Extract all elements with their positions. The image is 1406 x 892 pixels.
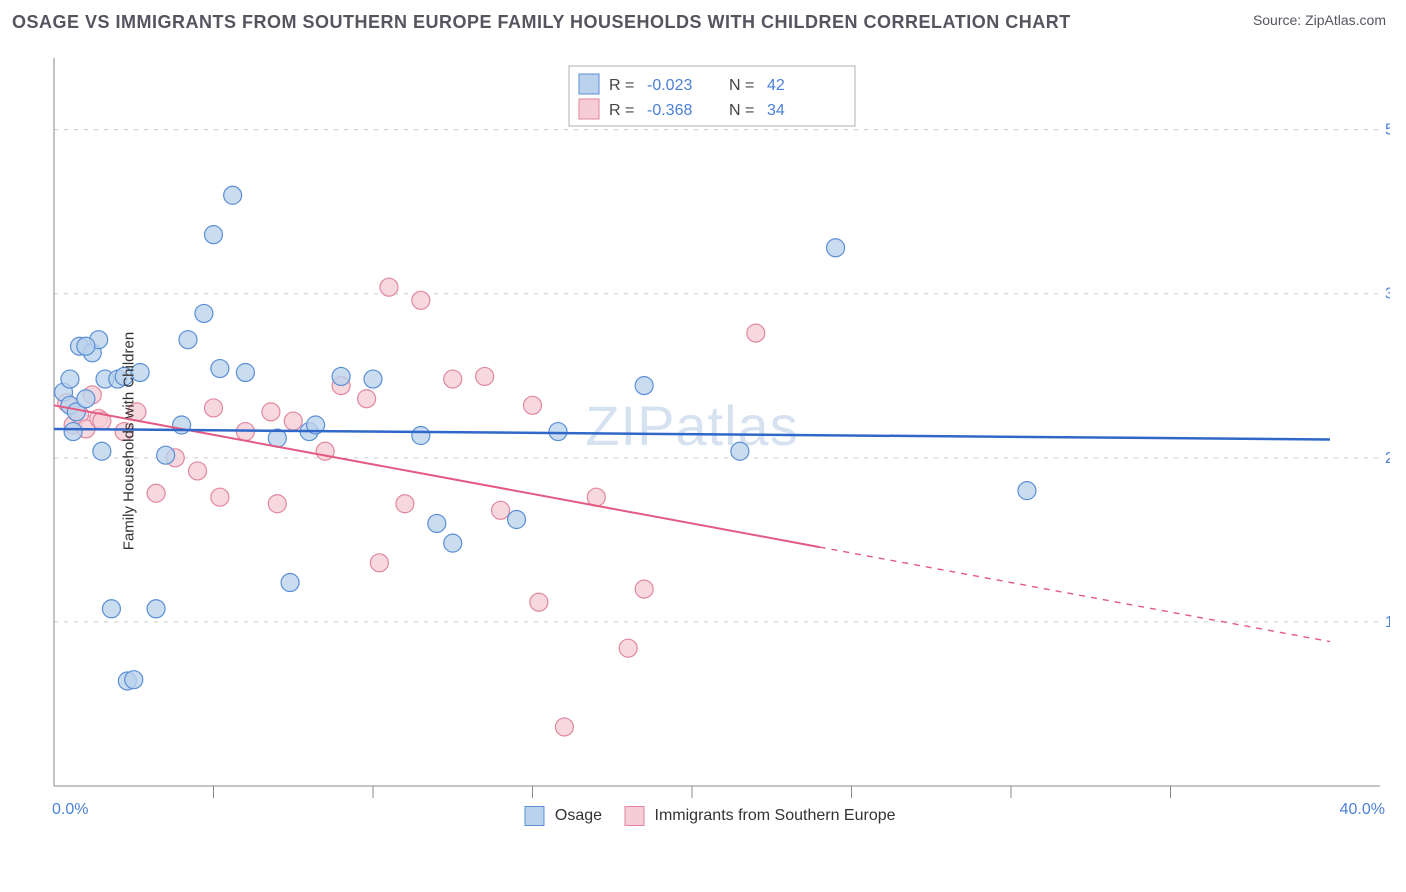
legend-label-immigrants: Immigrants from Southern Europe (655, 807, 896, 824)
legend-item-osage: Osage (524, 806, 602, 826)
svg-text:12.5%: 12.5% (1385, 614, 1390, 631)
svg-text:50.0%: 50.0% (1385, 122, 1390, 139)
svg-text:0.0%: 0.0% (52, 801, 88, 818)
svg-text:37.5%: 37.5% (1385, 286, 1390, 303)
svg-text:40.0%: 40.0% (1340, 801, 1385, 818)
legend-swatch-immigrants (624, 806, 644, 826)
scatter-plot-svg: 12.5% 25.0% 37.5% 50.0% 0.0% 40.0% ZIPatlas R =… (30, 46, 1390, 836)
svg-text:-0.368: -0.368 (647, 102, 692, 119)
svg-text:N =: N = (729, 102, 754, 119)
svg-text:-0.023: -0.023 (647, 77, 692, 94)
legend-swatch-osage (524, 806, 544, 826)
legend-label-osage: Osage (555, 807, 602, 824)
source-value: ZipAtlas.com (1305, 12, 1386, 28)
chart-area: Family Households with Children 12.5% 25.… (30, 46, 1390, 836)
svg-text:42: 42 (767, 77, 785, 94)
svg-text:N =: N = (729, 77, 754, 94)
svg-text:34: 34 (767, 102, 785, 119)
chart-title: OSAGE VS IMMIGRANTS FROM SOUTHERN EUROPE… (12, 12, 1071, 33)
source-attribution: Source: ZipAtlas.com (1253, 12, 1386, 28)
bottom-legend: Osage Immigrants from Southern Europe (524, 806, 895, 826)
svg-text:R =: R = (609, 102, 634, 119)
source-label: Source: (1253, 12, 1301, 28)
svg-text:R =: R = (609, 77, 634, 94)
legend-item-immigrants: Immigrants from Southern Europe (624, 806, 895, 826)
svg-text:25.0%: 25.0% (1385, 450, 1390, 467)
svg-text:ZIPatlas: ZIPatlas (585, 394, 798, 457)
y-axis-label: Family Households with Children (121, 332, 138, 550)
